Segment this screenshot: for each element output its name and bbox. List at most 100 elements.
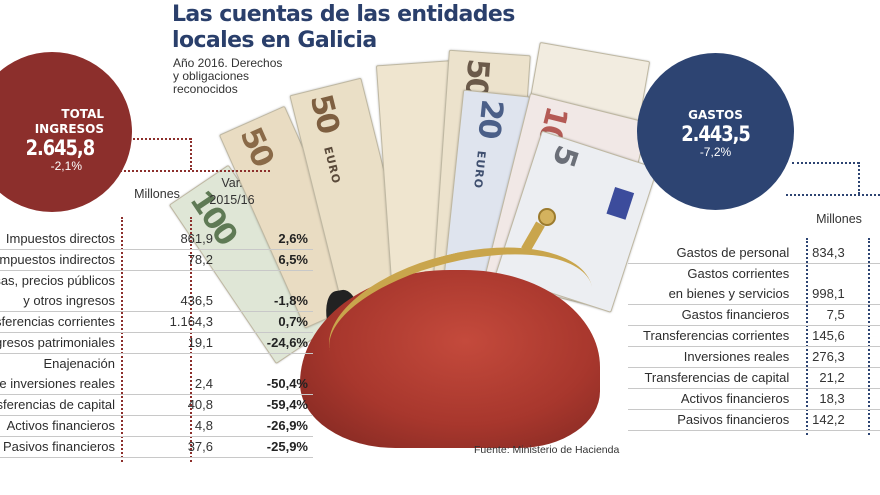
banknote-denomination: 5 — [545, 140, 585, 170]
gastos-connector-vertical — [858, 162, 860, 194]
row-label: Transferencias corrientes — [0, 311, 120, 333]
row-label: Enajenación de inversiones reales — [0, 353, 120, 395]
gastos-col-millones: Millones — [816, 212, 862, 226]
row-value: 436,5 — [120, 270, 218, 312]
row-value: 834,3 — [794, 243, 850, 264]
row-change: -59,4% — [218, 394, 313, 416]
banknote-denomination: 50 — [232, 122, 281, 171]
row-change: -26,9% — [218, 415, 313, 437]
row-value: 78,2 — [120, 249, 218, 271]
row-change — [849, 367, 880, 389]
table-row: Impuestos directos 861,9 2,6% — [0, 229, 313, 250]
row-label: Activos financieros — [0, 415, 120, 437]
ingresos-col-millones: Millones — [134, 187, 180, 201]
row-change: -1,8% — [218, 270, 313, 312]
subtitle-line-1: Año 2016. Derechos — [173, 56, 283, 70]
row-value: 40,8 — [120, 394, 218, 416]
subtitle-line-2: y obligaciones — [173, 69, 250, 83]
row-label: Impuestos indirectos — [0, 249, 120, 271]
table-row: Gastos corrientes en bienes y servicios 99… — [628, 263, 880, 305]
table-row: Tasas, precios públicos y otros ingresos 4… — [0, 270, 313, 312]
banknote-currency: EURO — [321, 145, 344, 186]
row-label-line-1: Gastos corrientes — [687, 266, 790, 281]
row-label-line-2: de inversiones reales — [0, 376, 115, 391]
row-change — [849, 325, 880, 347]
ingresos-connector-top — [116, 138, 191, 140]
clasp-knob — [538, 208, 556, 226]
total-ingresos-label-1: TOTAL — [61, 107, 104, 121]
row-value: 142,2 — [794, 409, 850, 431]
row-change — [849, 409, 880, 431]
table-row: Transferencias corrientes 145,6 — [628, 325, 880, 347]
row-value: 861,9 — [120, 229, 218, 250]
row-label-line-1: Tasas, precios públicos — [0, 273, 115, 288]
row-label-line-2: en bienes y servicios — [668, 286, 790, 301]
row-change: -24,6% — [218, 332, 313, 354]
row-label: Activos financieros — [628, 388, 795, 410]
table-row: Pasivos financieros 37,6 -25,9% — [0, 436, 313, 458]
row-change — [849, 346, 880, 368]
row-change — [849, 243, 880, 264]
row-label: Pasivos financieros — [628, 409, 795, 431]
row-value: 1.164,3 — [120, 311, 218, 333]
table-row: Activos financieros 4,8 -26,9% — [0, 415, 313, 437]
row-change — [849, 304, 880, 326]
gastos-connector-top — [792, 162, 859, 164]
row-change: 2,6% — [218, 229, 313, 250]
source-note: Fuente: Ministerio de Hacienda — [474, 444, 620, 456]
banknote-currency: EURO — [471, 150, 488, 190]
row-label: Gastos corrientes en bienes y servicios — [628, 263, 795, 305]
total-gastos-change: -7,2% — [699, 145, 732, 159]
ingresos-table: Impuestos directos 861,9 2,6% Impuestos in… — [0, 229, 313, 458]
table-row: Inversiones reales 276,3 — [628, 346, 880, 368]
row-change: 0,7% — [218, 311, 313, 333]
total-ingresos-change: -2,1% — [50, 159, 82, 173]
row-label: Impuestos directos — [0, 229, 120, 250]
banknote-denomination: 50 — [302, 90, 346, 137]
row-label: Inversiones reales — [628, 346, 795, 368]
row-value: 276,3 — [794, 346, 850, 368]
subtitle: Año 2016. Derechos y obligaciones recono… — [173, 57, 293, 96]
row-change: -25,9% — [218, 436, 313, 458]
table-row: Pasivos financieros 142,2 — [628, 409, 880, 431]
row-label: Transferencias de capital — [0, 394, 120, 416]
table-row: Gastos financieros 7,5 — [628, 304, 880, 326]
row-value: 21,2 — [794, 367, 850, 389]
total-ingresos-label-2: INGRESOS — [34, 122, 104, 136]
col-var-line-2: 2015/16 — [209, 193, 255, 207]
row-change: 6,5% — [218, 249, 313, 271]
title-line-2: locales en Galicia — [172, 28, 377, 53]
gastos-connector-bottom — [786, 194, 880, 196]
table-row: Impuestos indirectos 78,2 6,5% — [0, 249, 313, 271]
ingresos-connector-bottom — [120, 170, 270, 172]
page-title: Las cuentas de las entidades locales en … — [172, 2, 515, 54]
table-row: Gastos de personal 834,3 — [628, 243, 880, 264]
table-row: Transferencias de capital 21,2 — [628, 367, 880, 389]
subtitle-line-3: reconocidos — [173, 82, 238, 96]
total-ingresos-value: 2.645,8 — [25, 136, 96, 160]
banknote-denomination: 20 — [470, 97, 510, 139]
total-gastos-label: GASTOS — [688, 108, 743, 122]
row-label: Ingresos patrimoniales — [0, 332, 120, 354]
row-value: 998,1 — [794, 263, 850, 305]
eu-flag-icon — [606, 186, 635, 220]
row-value: 19,1 — [120, 332, 218, 354]
row-label: Transferencias de capital — [628, 367, 795, 389]
row-label: Tasas, precios públicos y otros ingresos — [0, 270, 120, 312]
row-value: 145,6 — [794, 325, 850, 347]
gastos-table: Gastos de personal 834,3 Gastos corriente… — [628, 243, 880, 431]
row-label: Transferencias corrientes — [628, 325, 795, 347]
ingresos-connector-vertical — [190, 138, 192, 170]
total-gastos-value: 2.443,5 — [681, 122, 751, 146]
row-label: Gastos financieros — [628, 304, 795, 326]
row-label: Pasivos financieros — [0, 436, 120, 458]
red-purse — [300, 270, 600, 448]
row-change — [849, 388, 880, 410]
row-value: 4,8 — [120, 415, 218, 437]
total-gastos-circle: GASTOS 2.443,5 -7,2% — [637, 53, 794, 210]
table-row: Enajenación de inversiones reales 2,4 -50,4… — [0, 353, 313, 395]
ingresos-col-var: Var. 2015/16 — [196, 175, 268, 209]
